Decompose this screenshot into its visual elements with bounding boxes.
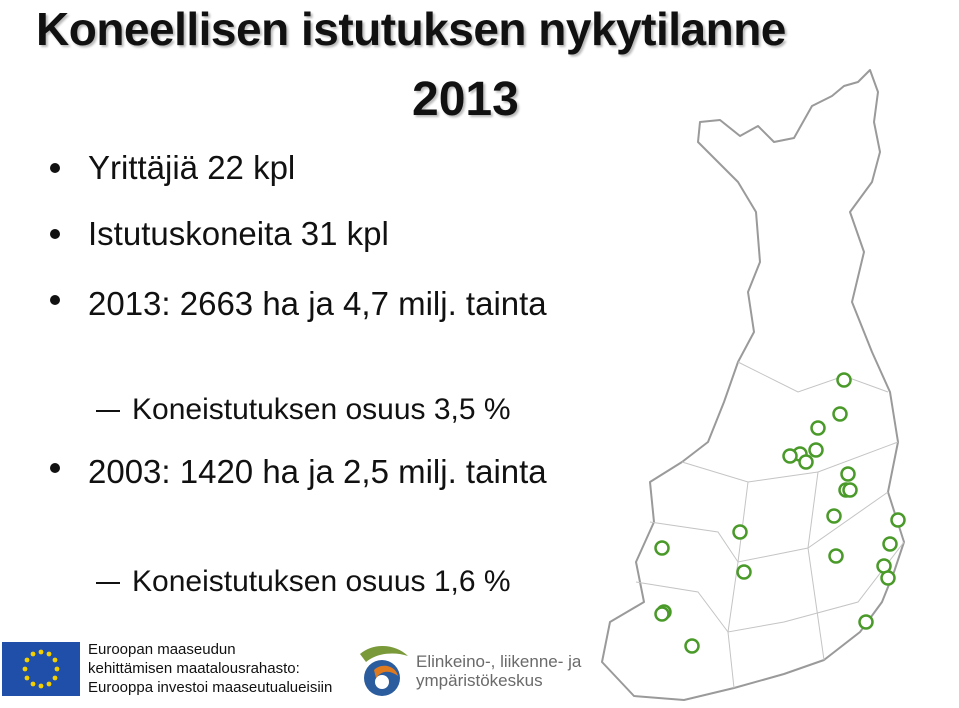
sub-item-text: Koneistutuksen osuus 1,6 % (132, 565, 511, 598)
dash-icon (96, 410, 120, 413)
marker-layer (654, 372, 906, 654)
location-circle-icon (732, 524, 748, 540)
location-circle-icon (842, 482, 858, 498)
slide-title: Koneellisen istutuksen nykytilanne (36, 3, 786, 55)
bullet-text: Yrittäjiä 22 kpl (88, 149, 296, 186)
location-circle-icon (798, 454, 814, 470)
location-circle-icon (684, 638, 700, 654)
location-circle-icon (890, 512, 906, 528)
finland-map (588, 62, 959, 703)
sub-item: Koneistutuksen osuus 1,6 % (96, 562, 511, 602)
location-circle-icon (836, 372, 852, 388)
bullet-text: Istutuskoneita 31 kpl (88, 215, 389, 252)
ely-line: Elinkeino-, liikenne- ja (416, 652, 582, 671)
bullet-text: 2013: 2663 ha ja 4,7 milj. tainta (88, 285, 547, 322)
location-circle-icon (832, 406, 848, 422)
bullet-text: 2003: 1420 ha ja 2,5 milj. tainta (88, 453, 547, 490)
region-borders (635, 361, 905, 689)
location-circle-icon (880, 570, 896, 586)
bullet-dot-icon (50, 295, 60, 305)
sub-item: Koneistutuksen osuus 3,5 % (96, 390, 511, 430)
ely-line: ympäristökeskus (416, 671, 543, 690)
location-circle-icon (882, 536, 898, 552)
eu-line: Eurooppa investoi maaseutualueisiin (88, 679, 333, 696)
location-circle-icon (828, 548, 844, 564)
location-circle-icon (654, 540, 670, 556)
eu-stars (22, 649, 60, 689)
location-circle-icon (810, 420, 826, 436)
bullet-dot-icon (50, 163, 60, 173)
bullet-item: 2013: 2663 ha ja 4,7 milj. tainta (50, 278, 608, 330)
bullet-item: Yrittäjiä 22 kpl (50, 146, 608, 190)
location-circle-icon (826, 508, 842, 524)
location-circle-icon (782, 448, 798, 464)
eu-line: kehittämisen maatalousrahasto: (88, 660, 300, 677)
dash-icon (96, 582, 120, 585)
location-circle-icon (808, 442, 824, 458)
eu-line: Euroopan maaseudun (88, 641, 236, 658)
bullet-dot-icon (50, 229, 60, 239)
bullet-item: Istutuskoneita 31 kpl (50, 212, 608, 256)
footer: Euroopan maaseudun kehittämisen maatalou… (0, 636, 959, 703)
eu-funding-text: Euroopan maaseudun kehittämisen maatalou… (88, 640, 332, 697)
bullet-item: 2003: 1420 ha ja 2,5 milj. tainta (50, 446, 608, 498)
sub-item-text: Koneistutuksen osuus 3,5 % (132, 393, 511, 426)
location-circle-icon (736, 564, 752, 580)
eu-flag-icon (2, 642, 80, 696)
bullet-dot-icon (50, 463, 60, 473)
finland-outline (601, 69, 905, 701)
bullet-list: Yrittäjiä 22 kpl Istutuskoneita 31 kpl 2… (50, 149, 547, 602)
location-circle-icon (840, 466, 856, 482)
slide-year: 2013 (412, 73, 519, 126)
location-circle-icon (858, 614, 874, 630)
ely-logo-icon (360, 645, 408, 696)
location-circle-icon (654, 606, 670, 622)
ely-text: Elinkeino-, liikenne- ja ympäristökeskus (416, 652, 581, 690)
